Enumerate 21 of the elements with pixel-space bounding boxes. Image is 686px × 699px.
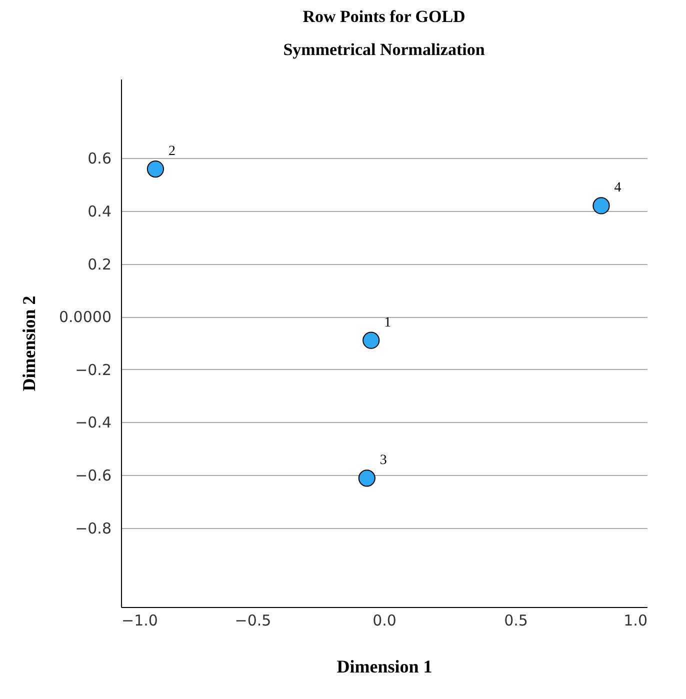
y-axis-title: Dimension 2 bbox=[19, 296, 40, 392]
y-tick-label: 0.0000 bbox=[59, 308, 112, 326]
x-tick-label: −0.5 bbox=[234, 612, 272, 630]
x-tick-label: 0.5 bbox=[504, 612, 528, 630]
annotation: 4 bbox=[614, 180, 622, 196]
x-axis-title: Dimension 1 bbox=[336, 656, 432, 676]
annotation: 3 bbox=[380, 453, 387, 468]
y-tick-label: 0.2 bbox=[88, 255, 112, 274]
annotation: 1 bbox=[384, 315, 392, 330]
chart-subtitle: Symmetrical Normalization bbox=[283, 40, 486, 59]
chart-title: Row Points for GOLD bbox=[302, 7, 466, 26]
annotation: 2 bbox=[168, 144, 176, 160]
y-tick-label: −0.4 bbox=[75, 414, 112, 432]
y-tick-label: −0.8 bbox=[75, 519, 112, 538]
y-tick-label: 0.4 bbox=[88, 202, 112, 220]
x-tick-label: 0.0 bbox=[372, 612, 396, 630]
x-tick-label: 1.0 bbox=[624, 612, 648, 630]
y-tick-label: −0.6 bbox=[75, 466, 112, 484]
y-tick-label: −0.2 bbox=[75, 360, 112, 379]
y-tick-label: 0.6 bbox=[88, 150, 112, 168]
x-tick-label: −1.0 bbox=[122, 612, 158, 630]
